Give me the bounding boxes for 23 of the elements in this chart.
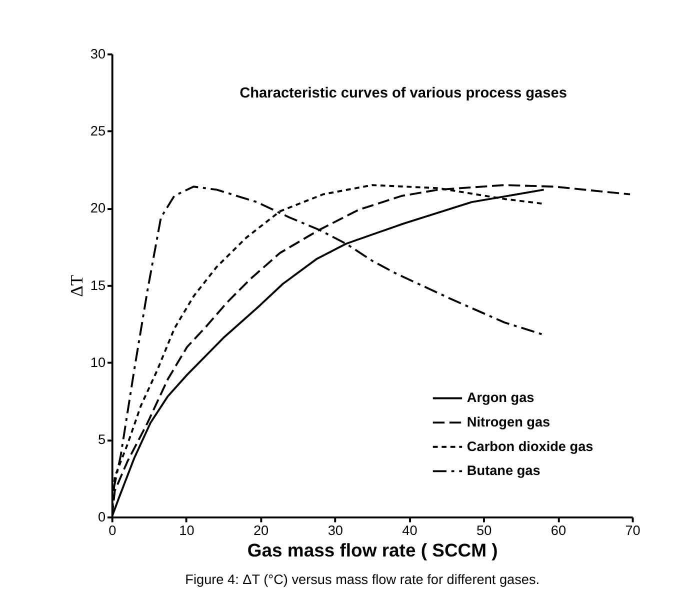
legend-label: Carbon dioxide gas [466,438,594,454]
y-tick-label: 10 [90,354,106,370]
y-tick-label: 0 [98,509,106,524]
y-tick-label: 25 [90,123,106,138]
legend-label: Nitrogen gas [466,414,551,430]
x-axis-title: Gas mass flow rate ( SCCM ) [247,539,498,560]
y-axis-title: ΔT [66,274,87,297]
x-tick-label: 50 [476,522,492,538]
caption: Figure 4: ΔT (°C) versus mass flow rate for different gases. [185,572,540,588]
y-tick-label: 30 [90,46,106,62]
legend-label: Butane gas [466,463,541,478]
y-tick-label: 5 [98,432,106,448]
x-tick-label: 40 [402,522,418,538]
x-tick-label: 0 [108,522,117,538]
text: Characteristic curves of various process gases [240,86,567,102]
x-tick-label: 10 [179,522,195,538]
y-tick-label: 15 [90,278,106,293]
x-tick-label: 70 [625,522,641,538]
x-tick-label: 60 [550,522,566,538]
legend-label: Argon gas [466,390,535,406]
x-tick-label: 30 [328,522,344,538]
x-tick-label: 20 [253,522,270,538]
y-tick-label: 20 [90,200,106,216]
